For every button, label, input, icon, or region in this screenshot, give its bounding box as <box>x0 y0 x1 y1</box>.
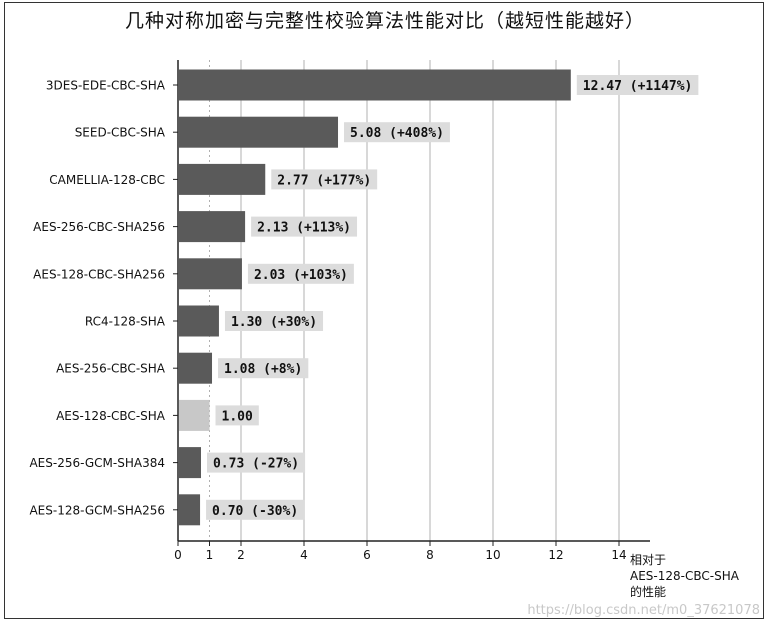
chart-frame <box>4 2 764 619</box>
data-label: 2.03 (+103%) <box>254 268 348 283</box>
category-label: 3DES-EDE-CBC-SHA <box>46 79 166 93</box>
x-tick-label: 8 <box>426 548 434 562</box>
data-label: 0.70 (-30%) <box>212 504 298 519</box>
category-label: AES-256-CBC-SHA256 <box>33 220 165 234</box>
category-label: AES-128-CBC-SHA <box>56 409 166 423</box>
bar <box>179 211 246 243</box>
chart-title: 几种对称加密与完整性校验算法性能对比（越短性能越好） <box>124 10 645 32</box>
data-label-box <box>206 452 306 473</box>
data-label: 1.30 (+30%) <box>231 315 317 330</box>
data-label: 1.08 (+8%) <box>224 362 302 377</box>
bar <box>179 116 339 148</box>
bar <box>179 163 266 195</box>
data-label-box <box>251 216 358 237</box>
data-label-box <box>206 499 305 520</box>
data-label: 12.47 (+1147%) <box>583 79 693 94</box>
data-label-box <box>247 263 354 284</box>
x-tick-label: 4 <box>300 548 308 562</box>
bar <box>179 69 571 101</box>
watermark: https://blog.csdn.net/m0_37621078 <box>527 603 760 618</box>
data-label-box <box>576 75 699 95</box>
data-label: 5.08 (+408%) <box>350 126 444 141</box>
data-label: 2.77 (+177%) <box>277 173 371 188</box>
category-label: CAMELLIA-128-CBC <box>49 173 165 187</box>
category-label: SEED-CBC-SHA <box>75 126 166 140</box>
x-tick-label: 1 <box>206 548 214 562</box>
category-label: AES-128-CBC-SHA256 <box>33 267 165 281</box>
data-label: 0.73 (-27%) <box>213 457 299 472</box>
x-tick-label: 0 <box>174 548 182 562</box>
data-label: 1.00 <box>222 409 253 424</box>
bar <box>179 305 219 337</box>
category-label: AES-128-GCM-SHA256 <box>29 503 165 517</box>
x-axis-label: 相对于 AES-128-CBC-SHA 的性能 <box>630 552 739 600</box>
x-axis-label-line: 的性能 <box>630 585 667 599</box>
x-tick-label: 12 <box>548 548 563 562</box>
data-label-box <box>271 169 378 190</box>
category-label: AES-256-GCM-SHA384 <box>29 456 165 470</box>
bar <box>179 352 213 384</box>
bar <box>179 494 201 526</box>
bar <box>179 447 201 479</box>
data-label: 2.13 (+113%) <box>257 221 351 236</box>
data-label-box <box>218 358 309 379</box>
x-axis-label-line: AES-128-CBC-SHA <box>630 569 739 583</box>
x-tick-label: 10 <box>485 548 500 562</box>
data-label-box <box>224 311 324 331</box>
bar <box>179 399 210 431</box>
x-tick-label: 14 <box>611 548 626 562</box>
data-label-box <box>344 122 450 143</box>
category-label: RC4-128-SHA <box>85 315 166 329</box>
category-label: AES-256-CBC-SHA <box>56 362 166 376</box>
data-label-box <box>215 405 259 426</box>
x-tick-label: 6 <box>363 548 371 562</box>
x-tick-label: 2 <box>237 548 245 562</box>
bar <box>179 258 242 290</box>
x-axis-label-line: 相对于 <box>630 553 667 567</box>
